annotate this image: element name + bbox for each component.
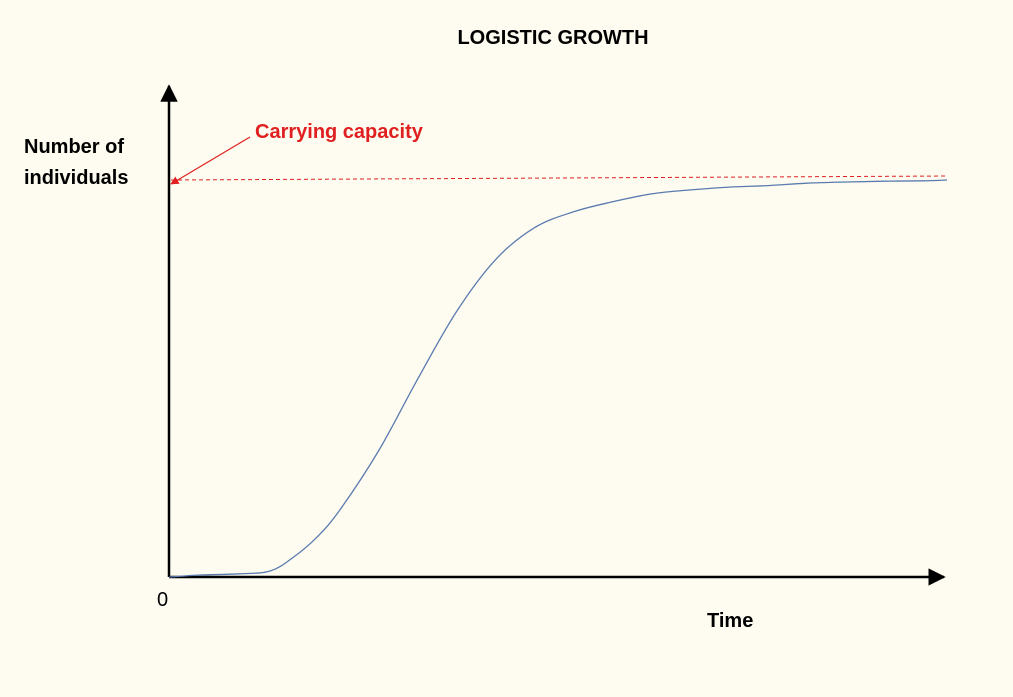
carrying-capacity-line (170, 175, 948, 181)
y-axis-label-line-2: individuals (24, 167, 128, 189)
carrying-capacity-label: Carrying capacity (255, 121, 424, 143)
carrying-capacity-arrow (170, 136, 251, 185)
y-axis-label: Number of individuals (24, 136, 130, 189)
x-axis-label: Time (707, 610, 753, 632)
chart-title: LOGISTIC GROWTH (457, 27, 648, 49)
origin-label: 0 (157, 589, 168, 611)
y-axis-label-line-1: Number of (24, 136, 124, 158)
logistic-growth-curve (168, 179, 948, 578)
